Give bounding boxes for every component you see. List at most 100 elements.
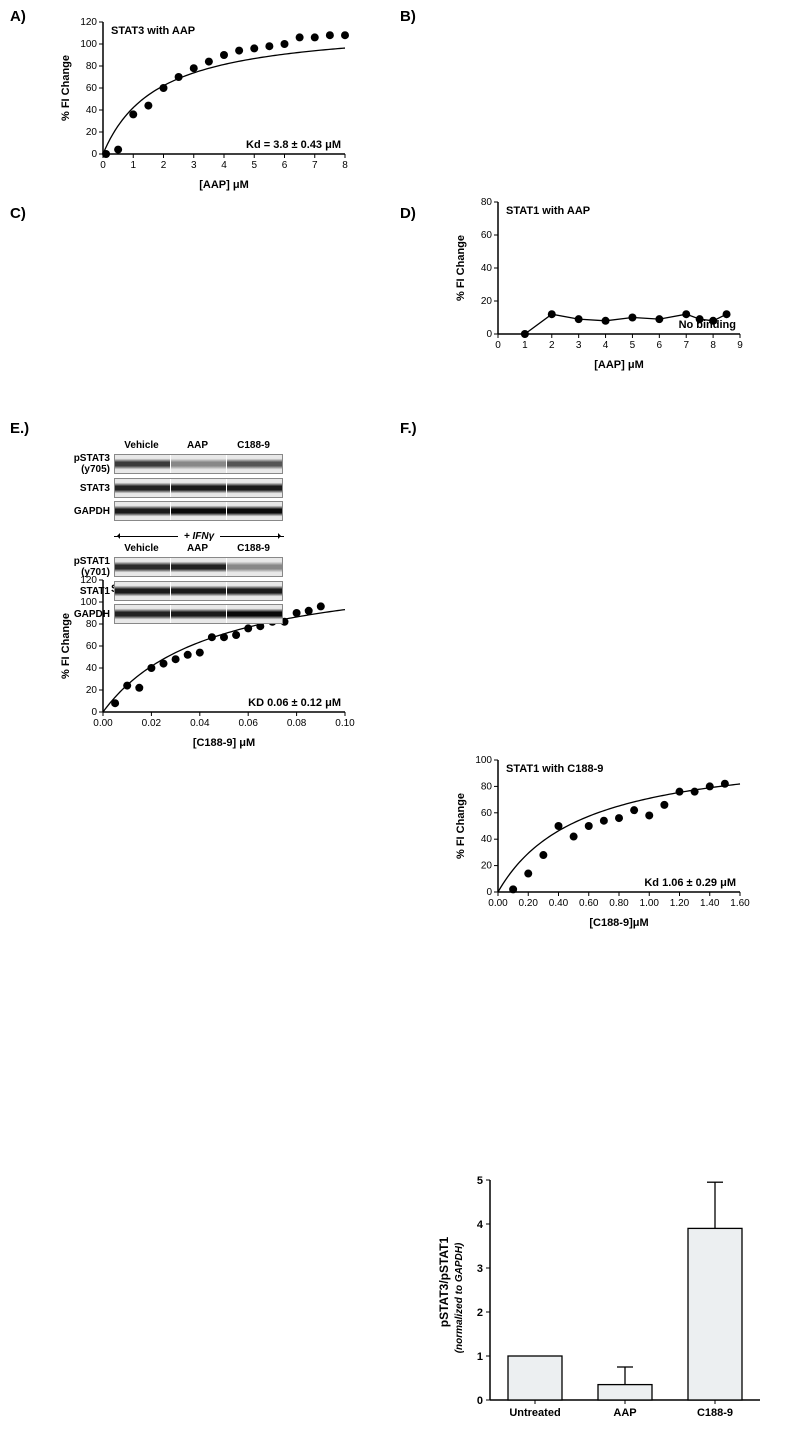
blot-band <box>227 605 282 623</box>
svg-text:40: 40 <box>86 663 98 674</box>
panel-c-label: C) <box>10 205 26 222</box>
blot-row: STAT1 <box>55 581 305 601</box>
blot-label: STAT3 <box>55 483 110 494</box>
svg-text:80: 80 <box>481 781 493 792</box>
svg-text:0.06: 0.06 <box>238 718 258 729</box>
blot-band <box>171 558 226 576</box>
svg-text:9: 9 <box>737 340 743 351</box>
blot-band <box>115 558 170 576</box>
svg-text:20: 20 <box>481 861 493 872</box>
svg-text:No binding: No binding <box>679 319 736 331</box>
svg-text:3: 3 <box>191 160 197 171</box>
blot-label: pSTAT3(y705) <box>55 453 110 475</box>
blot-band <box>171 455 226 473</box>
blot-band <box>115 582 170 600</box>
lane-header: C188-9 <box>226 543 281 554</box>
blot-band <box>171 582 226 600</box>
blots-e: VehicleAAPC188-9 pSTAT3(y705)STAT3GAPDH … <box>55 440 305 634</box>
lane-header: AAP <box>170 440 225 451</box>
blot-band <box>171 479 226 497</box>
svg-text:3: 3 <box>576 340 582 351</box>
svg-text:2: 2 <box>549 340 555 351</box>
svg-text:4: 4 <box>603 340 609 351</box>
blot-band <box>227 502 282 520</box>
svg-text:C188-9: C188-9 <box>697 1407 733 1419</box>
svg-text:4: 4 <box>221 160 227 171</box>
svg-text:[C188-9]μM: [C188-9]μM <box>589 917 648 929</box>
blot-band <box>115 502 170 520</box>
svg-text:1.60: 1.60 <box>730 898 750 909</box>
svg-text:6: 6 <box>282 160 288 171</box>
svg-text:20: 20 <box>86 685 98 696</box>
svg-text:0: 0 <box>100 160 106 171</box>
svg-text:2: 2 <box>477 1307 483 1319</box>
svg-text:STAT1 with AAP: STAT1 with AAP <box>506 205 590 217</box>
blot-band <box>171 502 226 520</box>
blot-band <box>115 479 170 497</box>
svg-text:40: 40 <box>481 263 493 274</box>
blot-band <box>227 558 282 576</box>
svg-text:80: 80 <box>481 197 493 208</box>
svg-text:STAT3 with AAP: STAT3 with AAP <box>111 25 195 37</box>
svg-text:2: 2 <box>161 160 167 171</box>
svg-text:AAP: AAP <box>613 1407 636 1419</box>
svg-text:8: 8 <box>710 340 716 351</box>
svg-text:7: 7 <box>312 160 318 171</box>
svg-text:80: 80 <box>86 61 98 72</box>
svg-text:0.20: 0.20 <box>519 898 539 909</box>
blot-row: pSTAT1(y701) <box>55 556 305 578</box>
blot-label: GAPDH <box>55 506 110 517</box>
blot-band <box>227 455 282 473</box>
svg-text:pSTAT3/pSTAT1: pSTAT3/pSTAT1 <box>437 1236 451 1327</box>
svg-text:1: 1 <box>130 160 136 171</box>
svg-text:0: 0 <box>91 707 97 718</box>
svg-text:KD 0.06 ± 0.12 μM: KD 0.06 ± 0.12 μM <box>248 697 341 709</box>
blot-row: GAPDH <box>55 604 305 624</box>
blot-label: GAPDH <box>55 609 110 620</box>
svg-text:[C188-9] μM: [C188-9] μM <box>193 737 255 749</box>
panel-f-label: F.) <box>400 420 417 437</box>
svg-text:5: 5 <box>477 1175 483 1187</box>
blot-band <box>227 582 282 600</box>
svg-text:Untreated: Untreated <box>509 1407 560 1419</box>
svg-text:6: 6 <box>657 340 663 351</box>
svg-text:60: 60 <box>86 641 98 652</box>
svg-text:20: 20 <box>86 127 98 138</box>
svg-text:7: 7 <box>683 340 689 351</box>
svg-text:STAT1 with C188-9: STAT1 with C188-9 <box>506 763 603 775</box>
svg-text:0: 0 <box>477 1395 483 1407</box>
blot-row: GAPDH <box>55 501 305 521</box>
svg-text:0.80: 0.80 <box>609 898 629 909</box>
chart-b: 0204060800123456789[AAP] μM% FI ChangeST… <box>450 192 750 372</box>
svg-text:(normalized to GAPDH): (normalized to GAPDH) <box>454 1242 465 1353</box>
panel-e-label: E.) <box>10 420 29 437</box>
blot-label: pSTAT1(y701) <box>55 556 110 578</box>
chart-f: 012345pSTAT3/pSTAT1(normalized to GAPDH)… <box>430 1160 770 1430</box>
svg-text:4: 4 <box>477 1219 484 1231</box>
svg-text:5: 5 <box>251 160 257 171</box>
svg-text:1: 1 <box>477 1351 483 1363</box>
svg-text:0.60: 0.60 <box>579 898 599 909</box>
svg-text:0: 0 <box>91 149 97 160</box>
blot-row: pSTAT3(y705) <box>55 453 305 475</box>
lane-header: AAP <box>170 543 225 554</box>
svg-text:0.04: 0.04 <box>190 718 210 729</box>
svg-text:0: 0 <box>495 340 501 351</box>
panel-d-label: D) <box>400 205 416 222</box>
svg-text:0: 0 <box>486 329 492 340</box>
svg-text:0.40: 0.40 <box>549 898 569 909</box>
blot-label: STAT1 <box>55 586 110 597</box>
svg-text:1.00: 1.00 <box>640 898 660 909</box>
lane-header: C188-9 <box>226 440 281 451</box>
panel-a-label: A) <box>10 8 26 25</box>
svg-text:100: 100 <box>80 39 97 50</box>
svg-text:0.08: 0.08 <box>287 718 307 729</box>
svg-text:% FI Change: % FI Change <box>60 55 72 121</box>
svg-text:0.02: 0.02 <box>142 718 162 729</box>
svg-text:5: 5 <box>630 340 636 351</box>
svg-text:60: 60 <box>86 83 98 94</box>
blot-band <box>115 605 170 623</box>
svg-text:120: 120 <box>80 17 97 28</box>
chart-d: 0204060801000.000.200.400.600.801.001.20… <box>450 750 750 930</box>
svg-text:[AAP] μM: [AAP] μM <box>594 359 644 371</box>
